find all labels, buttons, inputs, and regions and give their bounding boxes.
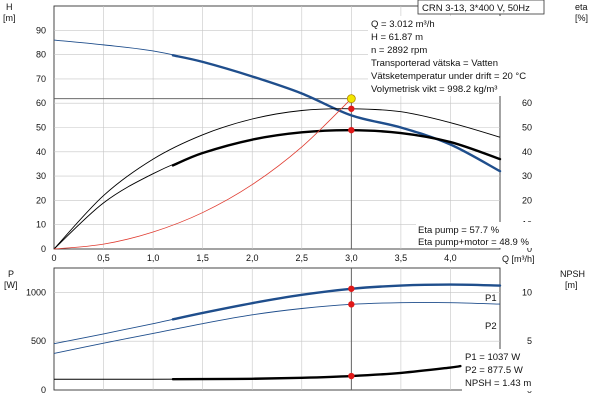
bottom-duty-marker bbox=[348, 285, 355, 292]
p2-series-label: P2 bbox=[485, 321, 497, 332]
bottom-left-tick-label: 1000 bbox=[26, 287, 46, 297]
top-panel-series bbox=[53, 39, 502, 250]
power-axis-unit: [W] bbox=[4, 280, 18, 290]
bottom-duty-marker bbox=[348, 301, 355, 308]
top-x-tick-label: 1,5 bbox=[196, 253, 209, 263]
top-panel-markers bbox=[346, 94, 356, 134]
chart-title: CRN 3-13, 3*400 V, 50Hz bbox=[422, 3, 530, 14]
npsh-axis-unit: [m] bbox=[565, 280, 578, 290]
bottom-panel-series bbox=[53, 283, 502, 381]
bottom-series-npsh-bold bbox=[171, 364, 462, 381]
top-right-tick-label: 60 bbox=[522, 98, 532, 108]
top-duty-marker bbox=[346, 94, 356, 104]
top-x-tick-label: 0,5 bbox=[97, 253, 110, 263]
npsh-axis-label: NPSH bbox=[560, 269, 585, 279]
eta-axis-label: eta bbox=[575, 2, 588, 12]
info-line-h: H = 61.87 m bbox=[371, 32, 423, 43]
top-left-tick-label: 0 bbox=[41, 244, 46, 254]
top-right-tick-label: 0 bbox=[527, 244, 532, 254]
head-axis-unit: [m] bbox=[3, 13, 16, 23]
bottom-panel-grid bbox=[53, 267, 501, 391]
q-axis-label: Q [m³/h] bbox=[502, 254, 535, 264]
info-line-density: Volymetrisk vikt = 998.2 kg/m³ bbox=[371, 84, 497, 95]
top-series-eta_pump_motor-bold bbox=[171, 128, 502, 167]
top-series-system bbox=[53, 98, 352, 250]
bottom-series-p2 bbox=[53, 301, 501, 354]
top-series-eta_pump bbox=[53, 108, 501, 250]
top-x-tick-label: 2,5 bbox=[296, 253, 309, 263]
bottom-series-p1 bbox=[53, 284, 501, 345]
bottom-left-tick-label: 500 bbox=[31, 336, 46, 346]
info-box-background bbox=[368, 16, 546, 96]
top-x-tick-label: 0 bbox=[51, 253, 56, 263]
info-box: Q = 3.012 m³/h H = 61.87 m n = 2892 rpm … bbox=[368, 16, 546, 96]
power-info-p2: P2 = 877.5 W bbox=[465, 365, 523, 376]
bottom-panel-markers bbox=[348, 285, 355, 380]
title-box bbox=[417, 0, 545, 15]
p1-series-label: P1 bbox=[485, 293, 497, 304]
top-x-tick-label: 2,0 bbox=[246, 253, 259, 263]
top-left-tick-label: 80 bbox=[36, 50, 46, 60]
top-x-tick-label: 3,5 bbox=[395, 253, 408, 263]
bottom-duty-marker bbox=[348, 372, 355, 380]
info-line-liquid: Transporterad vätska = Vatten bbox=[371, 58, 498, 69]
top-x-tick-label: 4,0 bbox=[444, 253, 457, 263]
eta-axis-unit: [%] bbox=[575, 13, 588, 23]
power-info-background bbox=[462, 349, 548, 391]
top-left-tick-label: 30 bbox=[36, 171, 46, 181]
eta-pump-label: Eta pump = 57.7 % bbox=[418, 225, 500, 236]
bottom-right-tick-label: 10 bbox=[522, 287, 532, 297]
eta-label-background bbox=[416, 222, 544, 248]
top-left-tick-label: 10 bbox=[36, 220, 46, 230]
top-left-tick-label: 70 bbox=[36, 74, 46, 84]
power-info-npsh: NPSH = 1.43 m bbox=[465, 378, 531, 389]
info-line-temperature: Vätsketemperatur under drift = 20 °C bbox=[371, 71, 526, 82]
head-axis-label: H bbox=[6, 2, 13, 12]
top-left-tick-label: 90 bbox=[36, 25, 46, 35]
bottom-left-tick-label: 0 bbox=[41, 385, 46, 395]
top-left-tick-label: 50 bbox=[36, 123, 46, 133]
info-line-q: Q = 3.012 m³/h bbox=[371, 19, 435, 30]
power-info-p1: P1 = 1037 W bbox=[465, 352, 520, 363]
top-right-tick-label: 50 bbox=[522, 123, 532, 133]
top-x-tick-label: 3,0 bbox=[345, 253, 358, 263]
power-axis-label: P bbox=[8, 269, 14, 279]
top-series-head-bold bbox=[171, 54, 502, 173]
bottom-right-tick-label: 5 bbox=[527, 336, 532, 346]
bottom-series-p1-bold bbox=[171, 283, 502, 321]
info-line-n: n = 2892 rpm bbox=[371, 45, 427, 56]
top-left-tick-label: 60 bbox=[36, 98, 46, 108]
top-left-tick-label: 40 bbox=[36, 147, 46, 157]
top-left-tick-label: 20 bbox=[36, 195, 46, 205]
top-right-tick-label: 40 bbox=[522, 147, 532, 157]
top-x-tick-label: 1,0 bbox=[147, 253, 160, 263]
top-duty-marker bbox=[348, 105, 355, 112]
eta-pump-motor-label: Eta pump+motor = 48.9 % bbox=[418, 237, 529, 248]
top-right-tick-label: 30 bbox=[522, 171, 532, 181]
top-duty-marker bbox=[348, 126, 355, 134]
top-right-tick-label: 20 bbox=[522, 195, 532, 205]
bottom-frame bbox=[53, 267, 501, 391]
